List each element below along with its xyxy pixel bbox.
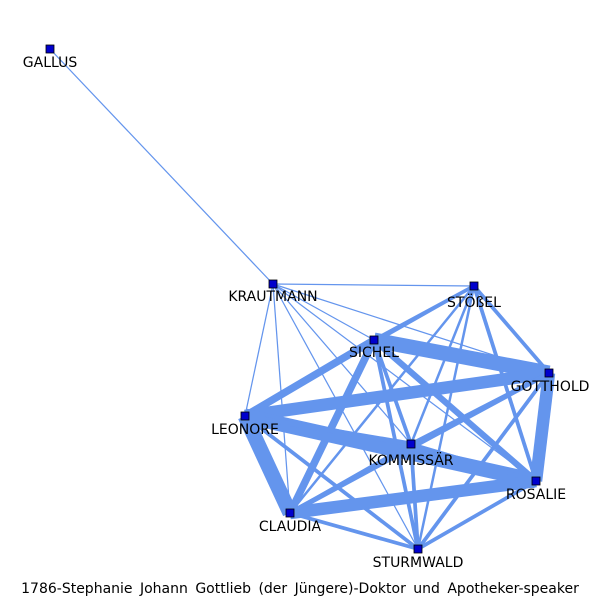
edge-sichel-gotthold [372,332,551,381]
node-label-claudia: CLAUDIA [259,519,322,535]
edge-krautmann-sichel [272,283,375,341]
node-label-rosalie: ROSALIE [506,487,566,503]
edge-stoessel-gotthold [472,284,551,375]
edge-sichel-claudia [286,338,378,515]
edge-gallus-krautmann [49,48,274,285]
edge-gotthold-leonore [244,366,550,423]
edge-krautmann-kommissar [272,283,412,445]
node-label-kommissar: KOMMISSÄR [368,451,453,469]
edge-krautmann-leonore [244,283,274,417]
edge-kommissar-rosalie [410,442,537,483]
edge-leonore-claudia [238,412,297,517]
edge-leonore-kommissar [244,413,412,447]
node-label-gotthold: GOTTHOLD [511,379,590,395]
node-stoessel [469,281,479,291]
node-label-gallus: GALLUS [23,55,78,71]
node-gotthold [544,368,554,378]
node-label-krautmann: KRAUTMANN [228,289,317,305]
edge-rosalie-sturmwald [417,479,537,551]
edge-stoessel-kommissar [409,285,476,445]
node-label-stoessel: STÖßEL [447,293,501,311]
edge-kommissar-sturmwald [409,443,420,550]
node-sichel [369,335,379,345]
nodes-layer [45,44,554,554]
node-claudia [285,508,295,518]
node-label-sichel: SICHEL [349,345,399,361]
edge-gotthold-rosalie [529,372,556,482]
node-sturmwald [413,544,423,554]
node-leonore [240,411,250,421]
node-krautmann [268,279,278,289]
edge-gotthold-kommissar [410,371,550,446]
edges-layer [49,48,556,551]
edge-sichel-leonore [243,336,376,420]
node-kommissar [406,439,416,449]
edge-claudia-sturmwald [289,511,419,551]
node-gallus [45,44,55,54]
edge-krautmann-stoessel [272,283,475,287]
edge-claudia-kommissar [289,442,412,515]
edge-gotthold-sturmwald [416,371,551,551]
graph-caption: 1786-Stephanie Johann Gottlieb (der Jüng… [21,581,579,597]
node-rosalie [531,476,541,486]
labels-layer: GALLUS KRAUTMANN STÖßEL SICHEL GOTTHOLD LEONO… [23,55,590,571]
node-label-sturmwald: STURMWALD [373,555,464,571]
edge-leonore-rosalie [243,408,538,489]
edge-sichel-rosalie [371,337,539,484]
node-label-leonore: LEONORE [211,422,279,438]
edge-stoessel-sturmwald [416,285,476,550]
edge-leonore-sturmwald [243,414,420,551]
